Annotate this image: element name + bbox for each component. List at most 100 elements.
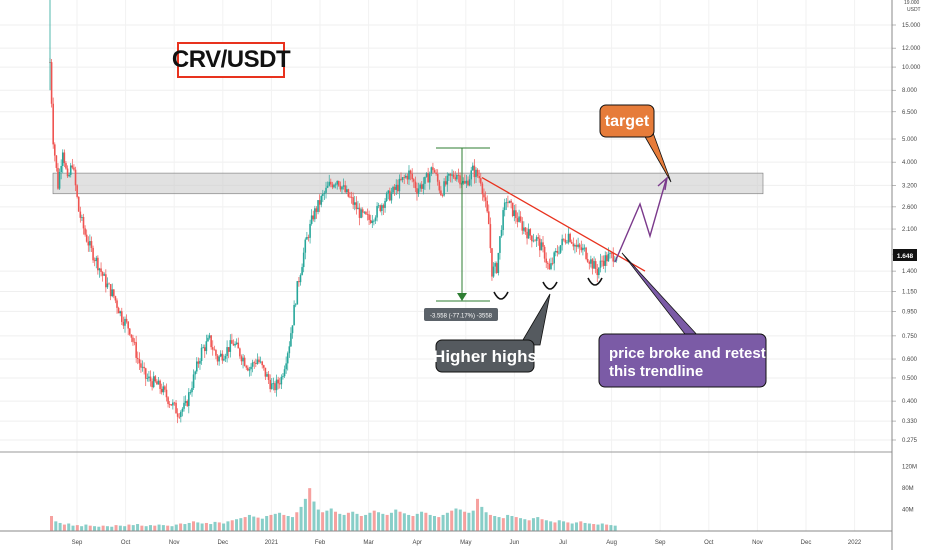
candle-body [358,207,361,218]
candle-body [347,189,350,197]
price-tick-label: 0.500 [902,376,918,382]
volume-bar [230,520,234,531]
candle-body [531,235,533,242]
volume-bar [286,516,290,531]
candle-body [510,200,512,203]
volume-bar [192,521,196,531]
volume-bar [93,526,97,531]
time-tick-label: Nov [169,540,180,546]
candle-body [502,210,504,231]
target-box [599,104,655,138]
candle-body [200,347,203,361]
volume-bar [467,512,471,531]
candle-body [97,257,99,271]
candle-body [275,379,278,391]
candle-body [416,188,418,194]
time-tick-label: Jul [559,540,567,546]
volume-bar [402,513,406,531]
candle-body [350,196,353,198]
volume-bar [484,512,488,531]
candle-body [270,383,273,390]
volume-bar [260,518,264,531]
volume-bar [140,525,144,531]
candle-body [152,376,155,388]
volume-bar [101,525,105,531]
volume-bar [110,526,114,531]
candle-body [234,343,236,346]
candle-body [156,381,158,385]
volume-bar [557,520,561,531]
volume-bar [153,525,157,531]
volume-bar [432,516,436,531]
candle-body [90,241,93,248]
candle-body [598,267,600,276]
volume-bar [454,508,458,531]
candle-body [130,334,133,338]
candle-body [219,353,222,357]
candle-body [202,347,204,349]
candle-body [365,211,367,215]
candle-body [231,340,233,344]
volume-bar [600,523,604,531]
candle-body [492,266,495,277]
candle-body [561,238,563,246]
currency-label: USDT [907,7,921,13]
candle-body [306,237,308,240]
candle-body [599,260,602,268]
candle-body [508,200,511,204]
volume-bar [170,526,174,531]
candle-body [593,261,595,269]
volume-bar [605,524,609,531]
candle-body [92,247,94,261]
candle-body [406,175,409,180]
volume-bar [579,521,583,531]
current-price-marker: 1.648 [893,249,917,261]
time-tick-label: Feb [315,540,326,546]
time-axis: Sep Oct Nov Dec 2021 Feb Mar Apr May Jun Jul Aug Sep… [72,540,862,546]
candle-body [85,234,88,242]
candle-body [454,177,457,180]
candle-body [180,411,182,417]
candle-body [280,376,283,385]
volume-bar [346,512,350,531]
candle-body [317,200,319,212]
volume-bar [226,521,230,531]
candle-body [253,362,256,364]
candle-body [601,260,603,262]
price-tick-label: 2.600 [902,205,918,211]
candle-body [518,216,520,222]
candle-body [451,174,453,176]
candle-body [325,187,327,193]
candle-body [52,103,54,145]
candle-body [330,181,332,185]
time-tick-label: Sep [655,540,666,546]
candle-body [452,174,455,178]
volume-bar [488,514,492,531]
volume-bar [209,524,213,531]
candle-body [526,231,528,239]
candle-body [441,195,444,196]
candle-body [221,353,224,361]
candle-body [226,347,228,356]
volume-bar [200,523,204,531]
volume-bar [282,514,286,531]
candle-body [250,366,252,370]
candle-body [562,238,565,240]
candle-body [607,253,610,262]
candle-body [373,220,375,222]
volume-bar [239,518,243,531]
candle-body [138,359,141,364]
volume-bar [204,522,208,531]
candle-body [326,185,329,188]
volume-tick-label: 80M [902,486,914,492]
candle-body [239,348,241,357]
price-tick-label: 0.600 [902,357,918,363]
volume-bar [157,524,161,531]
candle-body [440,190,442,196]
candle-body [320,195,323,205]
candle-body [524,227,527,232]
volume-bar [441,514,445,531]
price-axis: 15.000 12.000 10.000 8.000 6.500 5.000 4.000 3.… [892,23,921,444]
volume-bar [510,516,514,531]
candle-body [101,272,104,276]
